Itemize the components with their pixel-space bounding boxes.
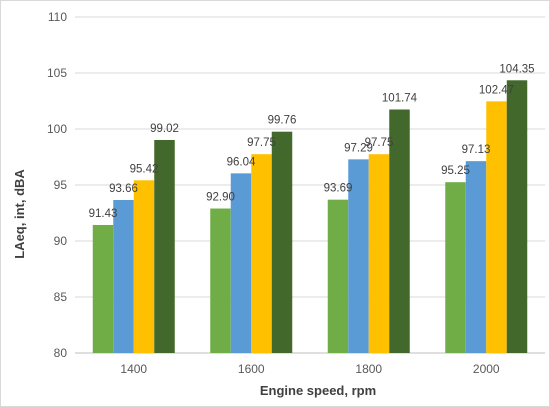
bar-s3-c3 — [506, 80, 528, 353]
data-label: 93.69 — [324, 183, 353, 195]
data-label: 99.02 — [150, 123, 179, 135]
data-label: 95.25 — [441, 165, 470, 177]
bar-s0-c1 — [210, 208, 231, 353]
bar-s3-c2 — [389, 109, 410, 354]
y-axis-title: LAeq, int, dBA — [12, 169, 27, 259]
y-tick-label: 85 — [54, 290, 68, 304]
x-tick-labels: 1400 1600 1800 2000 — [120, 362, 500, 376]
bar-s1-c2 — [348, 159, 369, 353]
bar-s0-c0 — [92, 224, 114, 353]
bar-s2-c0 — [133, 180, 155, 353]
x-tick-label: 1600 — [238, 362, 265, 376]
data-label: 97.75 — [365, 137, 394, 149]
bar-s0-c2 — [327, 199, 349, 353]
bar-s2-c3 — [486, 101, 507, 353]
y-tick-labels: 80 85 90 95 100 105 110 — [47, 10, 67, 360]
y-tick-label: 110 — [48, 10, 67, 24]
bar-s1-c0 — [113, 200, 134, 353]
data-label: 101.74 — [382, 93, 418, 105]
x-tick-label: 1400 — [120, 362, 147, 376]
data-label: 97.29 — [344, 142, 373, 154]
bar-s1-c3 — [465, 161, 487, 353]
bar-s2-c2 — [368, 154, 390, 353]
bar-s3-c0 — [154, 139, 175, 353]
x-tick-label: 1800 — [355, 362, 382, 376]
y-tick-label: 80 — [54, 346, 68, 360]
y-tick-label: 90 — [54, 234, 68, 248]
data-label: 95.42 — [130, 163, 159, 175]
bar-s1-c1 — [230, 173, 252, 353]
data-label: 102.47 — [479, 84, 514, 96]
x-tick-label: 2000 — [473, 362, 500, 376]
y-tick-label: 100 — [47, 122, 67, 136]
data-label: 91.43 — [89, 208, 118, 220]
data-label: 104.35 — [499, 63, 534, 75]
data-label: 96.04 — [227, 156, 256, 168]
bar-s0-c3 — [445, 182, 466, 353]
y-tick-label: 105 — [47, 66, 67, 80]
data-label: 93.66 — [109, 183, 138, 195]
bars — [92, 80, 528, 354]
data-labels: 91.43 93.66 95.42 99.02 92.90 96.04 97.75 99.76… — [89, 63, 535, 220]
data-label: 97.75 — [247, 137, 276, 149]
bar-s3-c1 — [271, 131, 293, 353]
bar-s2-c1 — [251, 154, 272, 353]
data-label: 99.76 — [268, 115, 297, 127]
data-label: 92.90 — [206, 192, 235, 204]
data-label: 97.13 — [462, 144, 491, 156]
x-axis-title: Engine speed, rpm — [260, 383, 376, 398]
y-tick-label: 95 — [54, 178, 68, 192]
